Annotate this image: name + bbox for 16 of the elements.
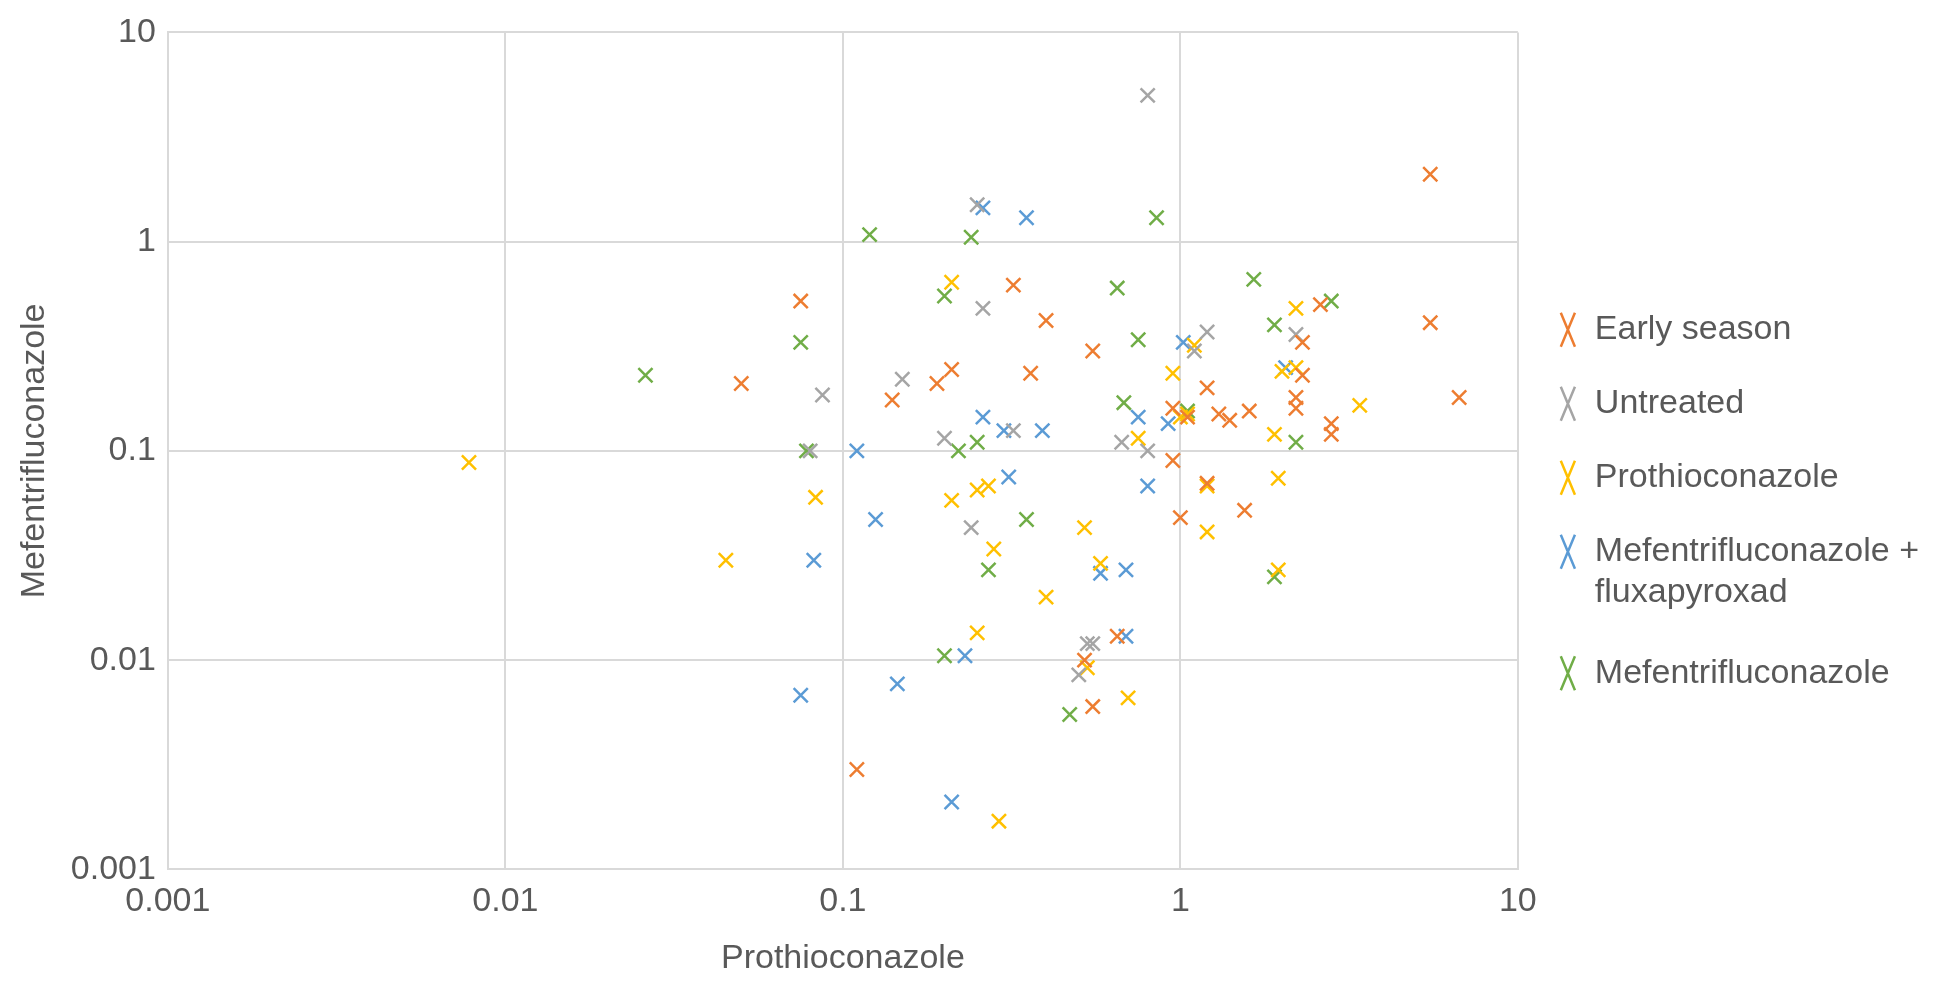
y-axis-title: Mefentrifluconazole — [12, 303, 51, 599]
legend-label: Early season — [1594, 308, 1792, 347]
y-tick-label: 0.01 — [89, 638, 156, 677]
x-tick-label: 1 — [1170, 880, 1190, 919]
x-axis-title: Prothioconazole — [720, 936, 965, 975]
x-tick-label: 0.01 — [472, 880, 539, 919]
legend-label: Untreated — [1594, 382, 1745, 421]
legend-label: Mefentrifluconazole + fluxapyroxad — [1594, 530, 1920, 609]
y-tick-label: 1 — [136, 220, 156, 259]
y-tick-label: 10 — [118, 10, 156, 49]
y-tick-label: 0.1 — [108, 429, 156, 468]
legend-label: Mefentrifluconazole — [1594, 651, 1890, 690]
legend-label: Prothioconazole — [1594, 456, 1839, 495]
x-tick-label: 0.1 — [819, 880, 867, 919]
y-tick-label: 0.001 — [70, 847, 156, 886]
x-tick-label: 10 — [1498, 880, 1537, 919]
